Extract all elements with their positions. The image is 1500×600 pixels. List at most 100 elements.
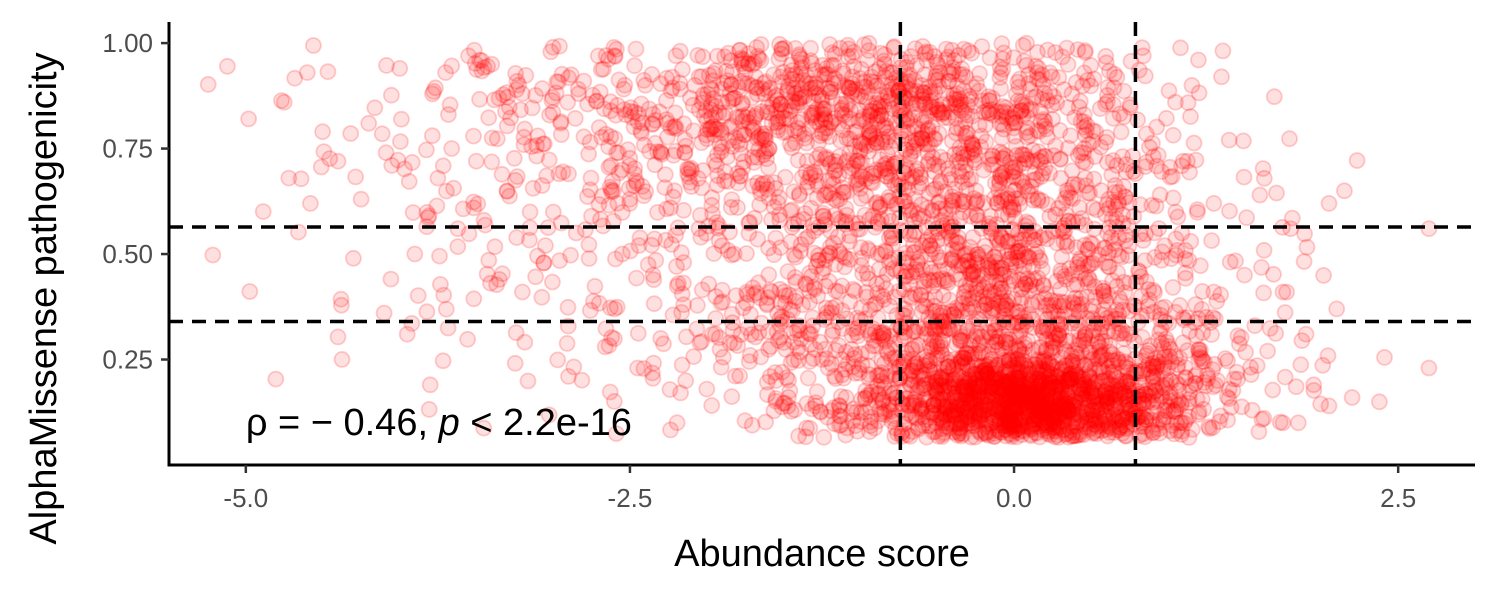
data-point xyxy=(1043,344,1061,361)
data-point xyxy=(1042,365,1060,383)
data-point xyxy=(1078,116,1096,134)
data-point xyxy=(423,127,441,145)
data-point xyxy=(1074,386,1092,404)
data-point xyxy=(871,400,889,418)
data-point xyxy=(1015,376,1033,393)
data-point xyxy=(978,365,996,383)
data-point xyxy=(544,104,562,121)
data-point xyxy=(961,361,978,379)
data-point xyxy=(1106,396,1123,413)
data-point xyxy=(986,427,1004,445)
data-point xyxy=(1033,371,1051,389)
data-point xyxy=(1116,284,1134,302)
data-point xyxy=(1144,424,1161,442)
data-point xyxy=(1056,356,1074,374)
data-point xyxy=(1155,413,1172,431)
data-point xyxy=(1010,354,1028,371)
data-point xyxy=(1161,392,1179,410)
data-point xyxy=(1066,427,1084,445)
data-point xyxy=(980,394,998,411)
data-point xyxy=(979,386,997,404)
data-point xyxy=(1020,392,1037,410)
data-point xyxy=(962,348,980,366)
data-point xyxy=(978,415,995,433)
data-point xyxy=(1143,421,1161,439)
data-point xyxy=(986,321,1004,339)
y-tick-label: 0.75 xyxy=(102,134,153,164)
data-point xyxy=(1095,301,1113,319)
data-point xyxy=(1242,366,1260,384)
data-point xyxy=(1031,428,1048,446)
data-point xyxy=(1048,417,1066,434)
data-point xyxy=(1010,385,1028,403)
data-point xyxy=(1254,160,1272,178)
data-point xyxy=(1104,396,1122,414)
data-point xyxy=(751,180,769,198)
data-point xyxy=(982,302,999,320)
data-point xyxy=(1001,330,1018,348)
data-point xyxy=(779,263,797,280)
data-point xyxy=(1044,419,1062,437)
data-point xyxy=(989,422,1006,440)
data-point xyxy=(760,159,777,177)
data-point xyxy=(961,207,979,225)
data-point xyxy=(991,402,1008,420)
data-point xyxy=(953,377,971,395)
data-point xyxy=(984,374,1002,392)
data-point xyxy=(1042,426,1059,444)
data-point xyxy=(601,178,619,196)
data-point xyxy=(1076,42,1094,60)
data-point xyxy=(1180,428,1198,446)
data-point xyxy=(1193,350,1211,368)
data-point xyxy=(635,187,653,205)
data-point xyxy=(905,358,922,375)
data-point xyxy=(434,352,452,370)
data-point xyxy=(961,275,979,293)
data-point xyxy=(1097,387,1114,405)
data-point xyxy=(1048,426,1066,444)
data-point xyxy=(856,390,874,408)
data-point xyxy=(1069,426,1087,444)
data-point xyxy=(1056,362,1074,380)
data-point xyxy=(767,390,785,407)
data-point xyxy=(1056,381,1073,399)
data-point xyxy=(915,376,933,394)
data-point xyxy=(1031,378,1048,396)
data-point xyxy=(838,419,856,437)
data-point xyxy=(798,419,815,437)
data-point xyxy=(1167,93,1184,111)
data-point xyxy=(1104,384,1121,402)
data-point xyxy=(1008,397,1026,415)
data-point xyxy=(1000,408,1017,426)
data-point xyxy=(1020,388,1038,406)
data-point xyxy=(973,38,991,55)
data-point xyxy=(1158,376,1175,394)
data-point xyxy=(506,354,524,372)
data-point xyxy=(947,415,964,433)
data-point xyxy=(1003,389,1021,407)
data-point xyxy=(925,155,943,173)
data-point xyxy=(1039,381,1057,399)
data-point xyxy=(1005,413,1023,430)
data-point xyxy=(1007,399,1025,417)
data-point xyxy=(1007,412,1025,429)
data-point xyxy=(984,409,1002,427)
data-point xyxy=(1024,397,1042,415)
data-point xyxy=(465,290,483,308)
data-point xyxy=(712,294,730,312)
data-point xyxy=(1089,402,1106,420)
data-point xyxy=(1098,401,1115,419)
data-point xyxy=(955,349,973,366)
data-point xyxy=(1281,130,1298,148)
data-point xyxy=(417,141,435,159)
data-point xyxy=(643,236,660,254)
data-point xyxy=(932,376,950,394)
data-point xyxy=(798,152,816,170)
data-point xyxy=(1165,391,1183,409)
data-point xyxy=(950,47,967,64)
data-point xyxy=(1000,413,1017,431)
data-point xyxy=(951,397,969,415)
data-point xyxy=(1014,37,1032,54)
data-point xyxy=(1075,332,1092,350)
data-point xyxy=(770,189,788,206)
